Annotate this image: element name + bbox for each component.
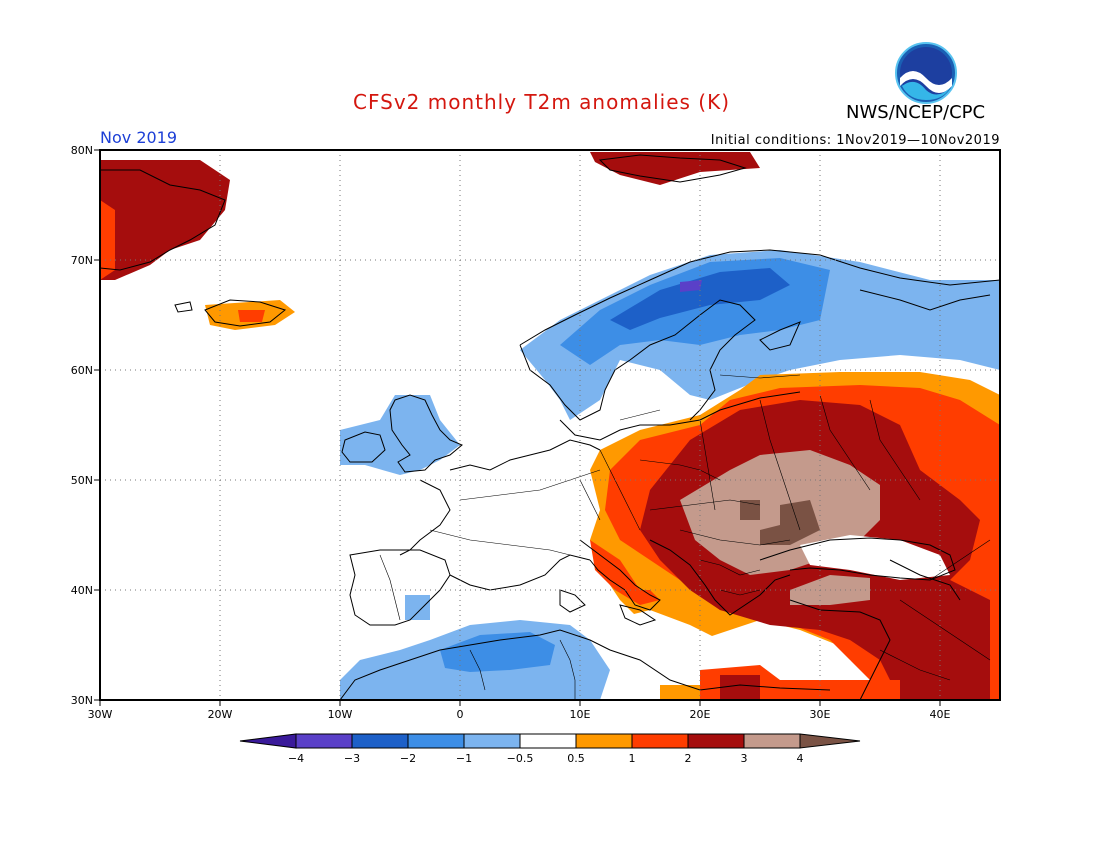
noaa-logo-icon	[895, 42, 957, 104]
forecast-month: Nov 2019	[100, 128, 178, 147]
country-borders	[379, 374, 991, 700]
lat-tick-label: 50N	[71, 474, 93, 487]
lon-tick-label: 40E	[930, 708, 951, 721]
colorbar-label: −0.5	[507, 752, 534, 765]
lon-tick-label: 10W	[328, 708, 353, 721]
map-frame	[99, 149, 1001, 701]
anomaly-region-iceland-core	[238, 310, 265, 322]
anomaly-region-black-sea	[800, 535, 950, 580]
graticule	[100, 150, 1000, 700]
colorbar-label: 2	[685, 752, 692, 765]
anomaly-region-italy	[590, 540, 660, 605]
lat-tick-label: 70N	[71, 254, 93, 267]
lat-tick-label: 80N	[71, 144, 93, 157]
lon-tick-label: 20E	[690, 708, 711, 721]
lon-tick-label: 30E	[810, 708, 831, 721]
colorbar-swatch	[519, 733, 577, 749]
colorbar-swatch	[743, 733, 801, 749]
anomaly-region-levant	[660, 685, 700, 700]
lon-tick-label: 30W	[88, 708, 113, 721]
anomaly-region-lapland	[610, 268, 790, 330]
colorbar-swatch	[575, 733, 633, 749]
colorbar-swatch	[239, 733, 297, 749]
anomaly-region-egypt	[720, 675, 760, 700]
lon-tick-label: 0	[457, 708, 464, 721]
lon-tick-label: 10E	[570, 708, 591, 721]
colorbar-label: −2	[400, 752, 416, 765]
lat-tick-label: 40N	[71, 584, 93, 597]
colorbar-label: 1	[629, 752, 636, 765]
colorbar-swatch	[407, 733, 465, 749]
anomaly-region-lapland-min	[680, 280, 702, 292]
colorbar-swatch	[799, 733, 861, 749]
anomaly-region-carpathians-max	[740, 500, 820, 545]
colorbar-labels: −4 −3 −2 −1 −0.5 0.5 1 2 3 4	[288, 752, 804, 765]
lat-ticks: 30N 40N 50N 60N 70N 80N	[71, 144, 100, 707]
anomaly-shading	[100, 152, 1000, 700]
colorbar-swatch	[687, 733, 745, 749]
colorbar-label: 4	[797, 752, 804, 765]
lat-tick-label: 60N	[71, 364, 93, 377]
lon-ticks: 30W 20W 10W 0 10E 20E 30E 40E	[88, 700, 951, 721]
anomaly-region-britain	[340, 395, 460, 475]
anomaly-region-iberia	[405, 595, 430, 620]
colorbar-swatch	[631, 733, 689, 749]
anomaly-region-north-africa-core	[440, 632, 555, 672]
colorbar-swatch	[463, 733, 521, 749]
colorbar-label: 0.5	[567, 752, 585, 765]
map-title: CFSv2 monthly T2m anomalies (K)	[353, 90, 730, 114]
anomaly-region-mediterranean	[600, 610, 870, 690]
coastlines	[100, 154, 1000, 700]
colorbar-label: −4	[288, 752, 304, 765]
colorbar-label: 3	[741, 752, 748, 765]
lon-tick-label: 20W	[208, 708, 233, 721]
colorbar-swatch	[295, 733, 353, 749]
colorbar	[239, 733, 861, 749]
colorbar-swatch	[351, 733, 409, 749]
lat-tick-label: 30N	[71, 694, 93, 707]
initial-conditions: Initial conditions: 1Nov2019—10Nov2019	[710, 133, 1000, 148]
colorbar-label: −3	[344, 752, 360, 765]
agency-label: NWS/NCEP/CPC	[846, 102, 986, 123]
colorbar-label: −1	[456, 752, 472, 765]
anomaly-region-greenland-edge	[100, 200, 115, 280]
